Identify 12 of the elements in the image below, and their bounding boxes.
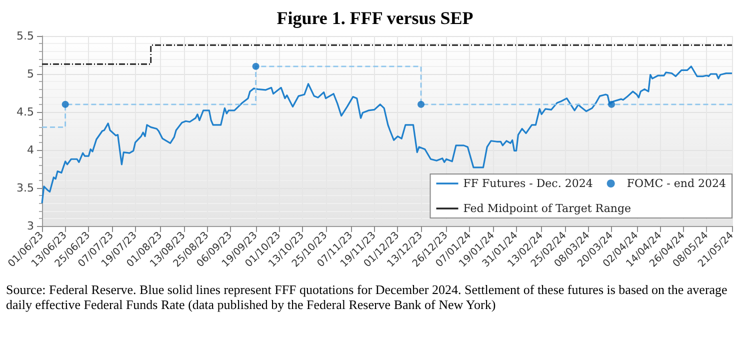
y-tick-label: 4 xyxy=(27,144,34,156)
y-tick-label: 3.5 xyxy=(16,182,34,194)
line-series xyxy=(41,66,733,204)
chart-title: Figure 1. FFF versus SEP xyxy=(276,8,474,28)
legend-label: FF Futures - Dec. 2024 xyxy=(463,177,593,190)
y-tick-label: 3 xyxy=(27,220,34,232)
y-tick-label: 4.5 xyxy=(16,106,34,118)
legend-label: Fed Midpoint of Target Range xyxy=(463,202,632,215)
y-tick-label: 5.5 xyxy=(16,30,34,42)
source-note: Source: Federal Reserve. Blue solid lines represent FFF quotations for December 2024. Settlement of these futures is based on the average daily effective Federal Funds Rate (data published by the Federal Reserve Bank of New York) xyxy=(5,282,728,312)
legend-label: FOMC - end 2024 xyxy=(626,177,726,190)
y-tick-label: 5 xyxy=(27,68,34,80)
